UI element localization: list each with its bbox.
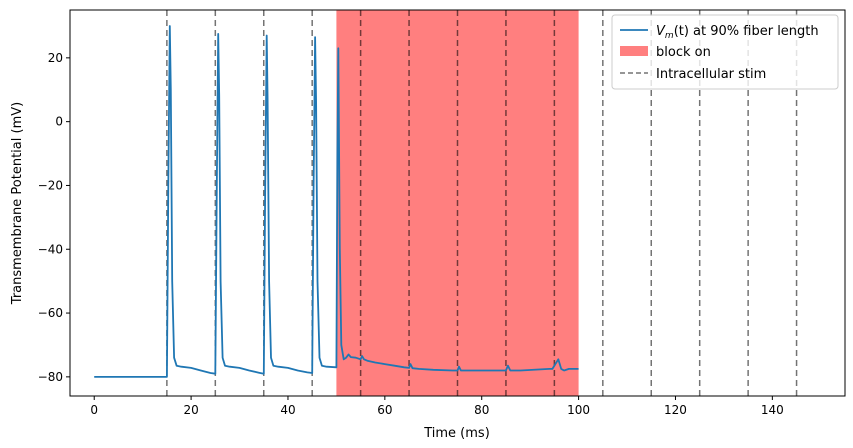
y-axis-ticks: −80 −60 −40 −20 0 20 <box>38 51 70 384</box>
legend-box <box>611 14 839 90</box>
x-tick-label: 140 <box>761 403 784 417</box>
y-axis-label: Transmembrane Potential (mV) <box>10 102 25 305</box>
series-line-vm <box>94 25 579 378</box>
y-tick-label: −40 <box>38 242 63 256</box>
y-tick-label: −80 <box>38 370 63 384</box>
legend-label-vm: Vm(t) at 90% fiber length <box>656 24 819 41</box>
x-tick-label: 100 <box>567 403 590 417</box>
legend-label-block: block on <box>656 45 711 60</box>
legend: Vm(t) at 90% fiber length block on Intra… <box>611 14 839 90</box>
legend-patch-swatch <box>620 46 648 56</box>
series-layer <box>94 25 579 378</box>
x-axis-ticks: 0 20 40 60 80 100 120 140 <box>90 396 784 417</box>
y-tick-label: −60 <box>38 306 63 320</box>
stim-lines-layer <box>166 10 798 396</box>
x-tick-label: 120 <box>664 403 687 417</box>
y-tick-label: −20 <box>38 178 63 192</box>
x-tick-label: 0 <box>90 403 98 417</box>
plot-frame <box>69 9 846 397</box>
x-tick-label: 80 <box>474 403 489 417</box>
x-tick-label: 40 <box>280 403 295 417</box>
y-tick-label: 0 <box>55 115 63 129</box>
x-tick-label: 60 <box>377 403 392 417</box>
x-tick-label: 20 <box>183 403 198 417</box>
x-axis-label: Time (ms) <box>423 426 490 441</box>
y-tick-label: 20 <box>48 51 63 65</box>
legend-label-stim: Intracellular stim <box>656 67 766 82</box>
